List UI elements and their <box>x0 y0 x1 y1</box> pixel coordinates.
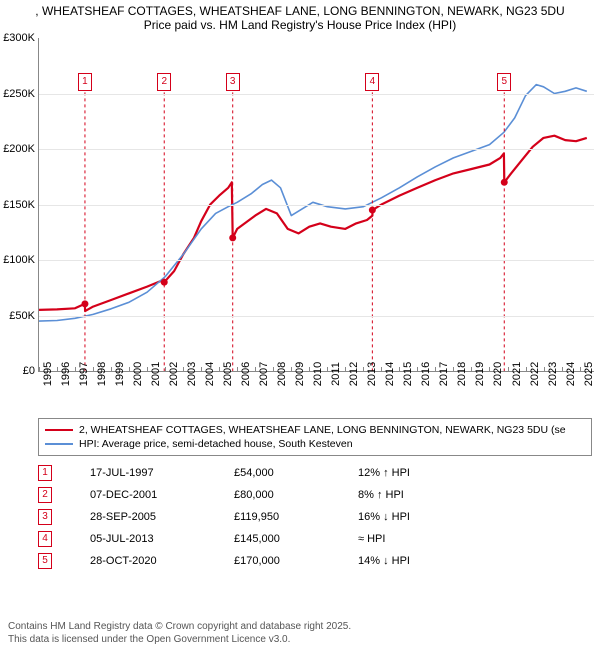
y-tick-label: £300K <box>3 32 39 44</box>
x-tick-label: 2012 <box>348 362 360 386</box>
sale-date: 17-JUL-1997 <box>90 467 210 479</box>
title-line-2: Price paid vs. HM Land Registry's House … <box>8 18 592 32</box>
sale-marker-3: 3 <box>226 73 240 91</box>
title-line-1: , WHEATSHEAF COTTAGES, WHEATSHEAF LANE, … <box>8 4 592 18</box>
x-tick-label: 2006 <box>240 362 252 386</box>
sale-marker-5: 5 <box>497 73 511 91</box>
x-tick-label: 2018 <box>456 362 468 386</box>
sale-price: £119,950 <box>234 511 334 523</box>
x-tick-label: 2020 <box>492 362 504 386</box>
footer-line-1: Contains HM Land Registry data © Crown c… <box>8 621 592 634</box>
x-tick-label: 2011 <box>330 362 342 386</box>
sale-row: 3 28-SEP-2005 £119,950 16% ↓ HPI <box>38 506 592 528</box>
sale-marker-icon: 4 <box>38 531 52 547</box>
y-tick-label: £150K <box>3 199 39 211</box>
x-tick-label: 2010 <box>312 362 324 386</box>
x-tick-label: 2023 <box>547 362 559 386</box>
legend-item-price: 2, WHEATSHEAF COTTAGES, WHEATSHEAF LANE,… <box>45 423 585 437</box>
sale-price: £170,000 <box>234 555 334 567</box>
x-tick-label: 2024 <box>565 362 577 386</box>
legend-swatch <box>45 443 73 445</box>
x-tick-label: 1999 <box>114 362 126 386</box>
x-tick-label: 2014 <box>384 362 396 386</box>
legend-swatch <box>45 429 73 431</box>
x-tick-label: 2000 <box>132 362 144 386</box>
sale-date: 07-DEC-2001 <box>90 489 210 501</box>
x-tick-label: 2019 <box>474 362 486 386</box>
sale-delta: 16% ↓ HPI <box>358 511 478 523</box>
x-tick-label: 2009 <box>294 362 306 386</box>
sale-row: 5 28-OCT-2020 £170,000 14% ↓ HPI <box>38 550 592 572</box>
x-tick-label: 2004 <box>204 362 216 386</box>
legend-label: 2, WHEATSHEAF COTTAGES, WHEATSHEAF LANE,… <box>79 424 566 436</box>
x-tick-label: 1997 <box>78 362 90 386</box>
legend-item-hpi: HPI: Average price, semi-detached house,… <box>45 437 585 451</box>
x-tick-label: 1996 <box>60 362 72 386</box>
x-tick-label: 2001 <box>150 362 162 386</box>
x-tick-label: 2008 <box>276 362 288 386</box>
sale-marker-icon: 1 <box>38 465 52 481</box>
y-tick-label: £0 <box>23 365 39 377</box>
sale-price: £145,000 <box>234 533 334 545</box>
chart-area: £0£50K£100K£150K£200K£250K£300K12345 <box>38 38 594 372</box>
sale-date: 05-JUL-2013 <box>90 533 210 545</box>
x-tick-label: 2015 <box>402 362 414 386</box>
sales-table: 1 17-JUL-1997 £54,000 12% ↑ HPI 2 07-DEC-2001… <box>38 462 592 572</box>
y-tick-label: £50K <box>9 310 39 322</box>
x-axis-labels: 1995199619971998199920002001200220032004… <box>38 372 594 410</box>
plot-area: £0£50K£100K£150K£200K£250K£300K12345 <box>38 38 594 372</box>
x-tick-label: 2016 <box>420 362 432 386</box>
footer: Contains HM Land Registry data © Crown c… <box>8 621 592 646</box>
y-tick-label: £200K <box>3 143 39 155</box>
x-tick-label: 2021 <box>511 362 523 386</box>
sale-date: 28-OCT-2020 <box>90 555 210 567</box>
x-tick-label: 2013 <box>366 362 378 386</box>
x-tick-label: 2002 <box>168 362 180 386</box>
x-tick-label: 2005 <box>222 362 234 386</box>
x-tick-label: 2003 <box>186 362 198 386</box>
x-tick-label: 2022 <box>529 362 541 386</box>
sale-marker-1: 1 <box>78 73 92 91</box>
y-tick-label: £250K <box>3 88 39 100</box>
title-block: , WHEATSHEAF COTTAGES, WHEATSHEAF LANE, … <box>0 0 600 38</box>
chart-container: , WHEATSHEAF COTTAGES, WHEATSHEAF LANE, … <box>0 0 600 650</box>
sale-marker-icon: 2 <box>38 487 52 503</box>
sale-price: £54,000 <box>234 467 334 479</box>
sale-row: 4 05-JUL-2013 £145,000 ≈ HPI <box>38 528 592 550</box>
sale-marker-icon: 3 <box>38 509 52 525</box>
sale-delta: ≈ HPI <box>358 533 478 545</box>
x-tick-label: 1998 <box>96 362 108 386</box>
y-tick-label: £100K <box>3 254 39 266</box>
sale-delta: 12% ↑ HPI <box>358 467 478 479</box>
sale-price: £80,000 <box>234 489 334 501</box>
sale-marker-2: 2 <box>157 73 171 91</box>
sale-marker-4: 4 <box>365 73 379 91</box>
sale-delta: 14% ↓ HPI <box>358 555 478 567</box>
x-tick-label: 2025 <box>583 362 595 386</box>
sale-row: 1 17-JUL-1997 £54,000 12% ↑ HPI <box>38 462 592 484</box>
footer-line-2: This data is licensed under the Open Gov… <box>8 634 592 647</box>
sale-delta: 8% ↑ HPI <box>358 489 478 501</box>
x-tick-label: 2017 <box>438 362 450 386</box>
legend: 2, WHEATSHEAF COTTAGES, WHEATSHEAF LANE,… <box>38 418 592 456</box>
sale-marker-icon: 5 <box>38 553 52 569</box>
sale-date: 28-SEP-2005 <box>90 511 210 523</box>
x-tick-label: 2007 <box>258 362 270 386</box>
x-tick-label: 1995 <box>42 362 54 386</box>
sale-row: 2 07-DEC-2001 £80,000 8% ↑ HPI <box>38 484 592 506</box>
legend-label: HPI: Average price, semi-detached house,… <box>79 438 353 450</box>
